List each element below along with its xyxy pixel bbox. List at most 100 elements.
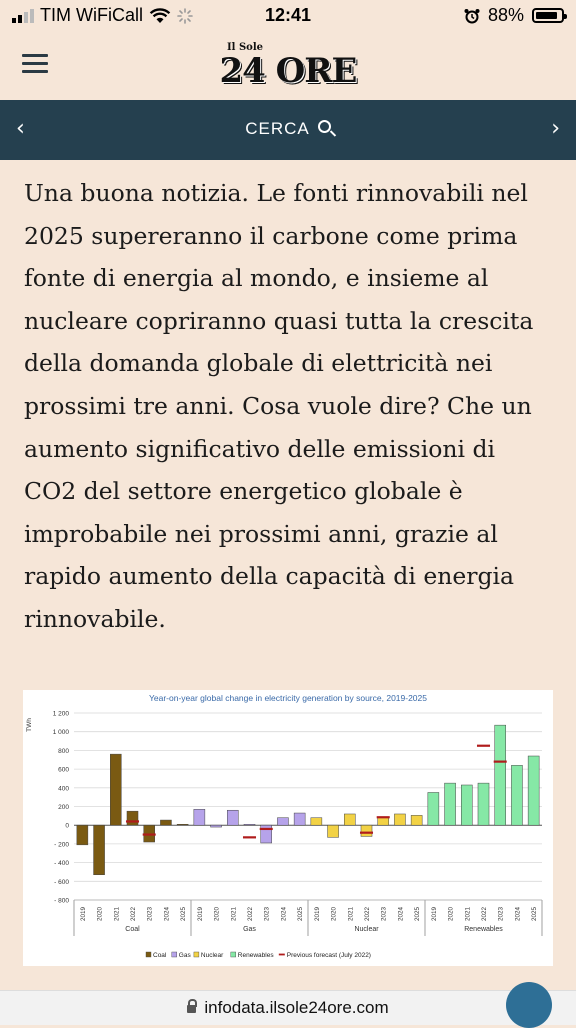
x-tick-label: 2023 xyxy=(264,907,271,922)
chart-bar xyxy=(527,755,540,826)
chart-bar xyxy=(126,810,139,826)
chart-bar xyxy=(210,824,222,828)
y-tick-label: 400 xyxy=(58,785,69,792)
status-bar: TIM WiFiCall 12:41 88% xyxy=(0,0,576,32)
chart-container: Year-on-year global change in electricit… xyxy=(23,690,553,966)
x-tick-label: 2024 xyxy=(514,907,521,922)
chart-bar xyxy=(461,784,473,826)
legend-swatch xyxy=(171,951,178,958)
search-label: CERCA xyxy=(245,119,310,138)
y-tick-label: - 200 xyxy=(54,841,69,848)
x-tick-label: 2025 xyxy=(180,907,187,922)
chart-bar xyxy=(427,792,440,826)
y-tick-label: 1 200 xyxy=(53,711,70,718)
legend-label: Gas xyxy=(179,952,192,959)
y-tick-label: - 400 xyxy=(54,860,69,867)
x-tick-label: 2022 xyxy=(130,907,137,922)
chart-bar xyxy=(310,817,323,826)
chart-bar xyxy=(193,809,206,826)
search-button[interactable]: CERCA xyxy=(0,119,576,139)
x-tick-label: 2024 xyxy=(280,907,287,922)
x-tick-label: 2019 xyxy=(80,907,87,922)
site-header: Il Sole 24 ORE xyxy=(0,32,576,100)
legend-label: Nuclear xyxy=(201,952,224,959)
lock-icon xyxy=(187,999,198,1013)
legend-swatch xyxy=(230,951,237,958)
x-tick-label: 2022 xyxy=(364,907,371,922)
status-left: TIM WiFiCall xyxy=(12,5,193,26)
chevron-right-icon[interactable]: › xyxy=(551,116,560,141)
floating-action-button[interactable] xyxy=(506,982,552,1028)
chart-bar xyxy=(444,782,456,826)
x-tick-label: 2025 xyxy=(414,907,421,922)
chart-bar xyxy=(410,815,423,826)
chart-bar xyxy=(511,765,523,826)
hamburger-menu-icon[interactable] xyxy=(22,54,48,76)
category-label: Coal xyxy=(125,926,140,933)
legend-label: Renewables xyxy=(238,952,275,959)
x-tick-label: 2022 xyxy=(481,907,488,922)
logo-small-text: Il Sole xyxy=(226,42,263,53)
x-tick-label: 2025 xyxy=(297,907,304,922)
clock: 12:41 xyxy=(264,5,312,25)
chart-bar xyxy=(176,824,189,826)
category-label: Renewables xyxy=(464,926,503,933)
battery-percent: 88% xyxy=(487,5,524,25)
chart-bar xyxy=(93,824,105,876)
chart-bar xyxy=(293,812,306,826)
x-tick-label: 2021 xyxy=(347,907,354,922)
x-tick-label: 2023 xyxy=(498,907,505,922)
x-tick-label: 2021 xyxy=(113,907,120,922)
x-tick-label: 2022 xyxy=(247,907,254,922)
loading-icon xyxy=(177,7,193,24)
chart-bar xyxy=(394,813,406,826)
legend-label: Previous forecast (July 2022) xyxy=(287,952,371,959)
site-logo[interactable]: Il Sole 24 ORE xyxy=(0,42,576,88)
chart-bar xyxy=(344,813,356,826)
chart-bar xyxy=(160,819,172,826)
status-right: 88% xyxy=(464,5,567,26)
legend-swatch xyxy=(145,951,152,958)
x-tick-label: 2025 xyxy=(531,907,538,922)
chart-bar xyxy=(243,824,256,826)
x-tick-label: 2023 xyxy=(381,907,388,922)
x-tick-label: 2024 xyxy=(163,907,170,922)
y-tick-label: 1 000 xyxy=(53,729,70,736)
browser-url-bar[interactable]: infodata.ilsole24ore.com xyxy=(0,990,576,1025)
url-text: infodata.ilsole24ore.com xyxy=(204,998,389,1017)
y-tick-label: 600 xyxy=(58,767,69,774)
nav-bar: ‹ CERCA › xyxy=(0,100,576,160)
bar-chart: 1 200 1 000 800 600 400 200 0 - 200 - 400 - 600 - … xyxy=(26,711,543,959)
chart-bar xyxy=(277,817,289,826)
x-tick-label: 2020 xyxy=(97,907,104,922)
x-tick-label: 2019 xyxy=(314,907,321,922)
chart-title: Year-on-year global change in electricit… xyxy=(148,693,427,703)
logo-big-text: 24 ORE xyxy=(219,51,358,91)
chart-bar xyxy=(260,824,272,844)
legend-label: Coal xyxy=(153,952,167,959)
x-tick-label: 2021 xyxy=(464,907,471,922)
x-tick-label: 2020 xyxy=(214,907,221,922)
alarm-icon xyxy=(464,8,480,23)
chevron-left-icon[interactable]: ‹ xyxy=(16,116,25,141)
chart-bar xyxy=(360,824,373,837)
x-tick-label: 2020 xyxy=(448,907,455,922)
chart-bar xyxy=(227,809,239,826)
chart-bar xyxy=(477,782,490,826)
legend-swatch xyxy=(193,951,200,958)
article-paragraph: Una buona notizia. Le fonti rinnovabili … xyxy=(24,179,534,633)
chart-bar xyxy=(377,817,389,826)
x-tick-label: 2019 xyxy=(197,907,204,922)
x-tick-label: 2024 xyxy=(397,907,404,922)
wifi-icon xyxy=(149,7,171,23)
signal-icon xyxy=(12,8,34,23)
chart-bar xyxy=(110,753,122,826)
chart-bar xyxy=(494,724,506,826)
category-label: Gas xyxy=(243,926,256,933)
chart-bar xyxy=(76,824,89,846)
y-tick-label: - 600 xyxy=(54,879,69,886)
battery-icon xyxy=(532,8,567,23)
x-tick-label: 2019 xyxy=(431,907,438,922)
y-tick-label: - 800 xyxy=(54,898,69,905)
y-tick-label: 800 xyxy=(58,748,69,755)
